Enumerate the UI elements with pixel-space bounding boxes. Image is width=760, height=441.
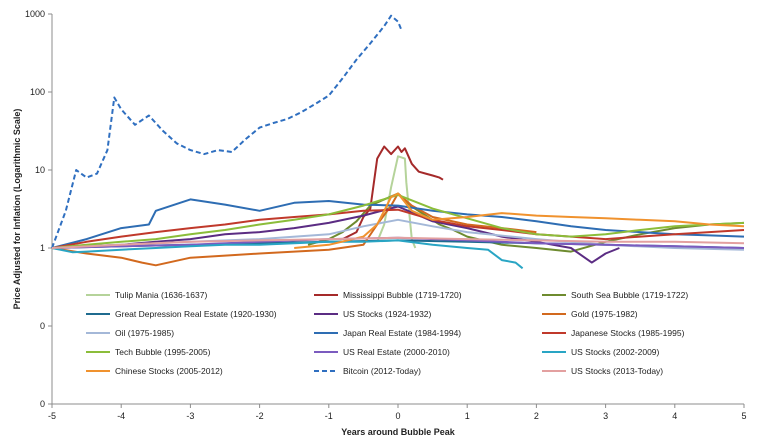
series-line-1: [342, 145, 444, 240]
legend-label: Oil (1975-1985): [115, 328, 174, 338]
legend-label: Chinese Stocks (2005-2012): [115, 366, 223, 376]
x-tick-label: 2: [534, 411, 539, 421]
x-tick-label: -2: [256, 411, 264, 421]
series-line-11: [51, 239, 524, 270]
y-axis-title: Price Adjusted for Inflation (Logarithmi…: [12, 109, 22, 310]
x-tick-label: 3: [603, 411, 608, 421]
series-line-4: [51, 205, 620, 264]
x-tick-label: -4: [117, 411, 125, 421]
legend-label: Bitcoin (2012-Today): [343, 366, 421, 376]
legend-label: US Stocks (1924-1932): [343, 309, 432, 319]
x-tick-label: 0: [395, 411, 400, 421]
y-tick-label: 1000: [25, 9, 45, 19]
series-line-2: [307, 192, 745, 253]
x-tick-label: 5: [741, 411, 746, 421]
series-line-8: [51, 208, 745, 249]
legend-label: South Sea Bubble (1719-1722): [571, 290, 688, 300]
legend-label: Mississippi Bubble (1719-1720): [343, 290, 462, 300]
series-line-0: [376, 155, 417, 249]
legend-label: Japanese Stocks (1985-1995): [571, 328, 685, 338]
y-tick-label: 0: [40, 321, 45, 331]
series-line-7: [51, 198, 745, 249]
legend-label: Gold (1975-1982): [571, 309, 638, 319]
legend-label: US Stocks (2002-2009): [571, 347, 660, 357]
series-line-5: [51, 192, 537, 267]
x-axis-title: Years around Bubble Peak: [341, 427, 456, 437]
y-tick-label: 100: [30, 87, 45, 97]
x-tick-label: 1: [465, 411, 470, 421]
legend-label: Tech Bubble (1995-2005): [115, 347, 211, 357]
y-tick-label: 10: [35, 165, 45, 175]
x-tick-label: -3: [186, 411, 194, 421]
y-tick-label: 1: [40, 243, 45, 253]
series-line-14: [51, 236, 745, 249]
legend-label: US Real Estate (2000-2010): [343, 347, 450, 357]
series-line-12: [294, 192, 745, 249]
x-tick-label: -5: [48, 411, 56, 421]
x-tick-label: -1: [325, 411, 333, 421]
legend-label: Japan Real Estate (1984-1994): [343, 328, 461, 338]
legend-label: Great Depression Real Estate (1920-1930): [115, 309, 277, 319]
legend-label: US Stocks (2013-Today): [571, 366, 663, 376]
legend-label: Tulip Mania (1636-1637): [115, 290, 207, 300]
y-tick-label: 0: [40, 399, 45, 409]
x-tick-label: 4: [672, 411, 677, 421]
